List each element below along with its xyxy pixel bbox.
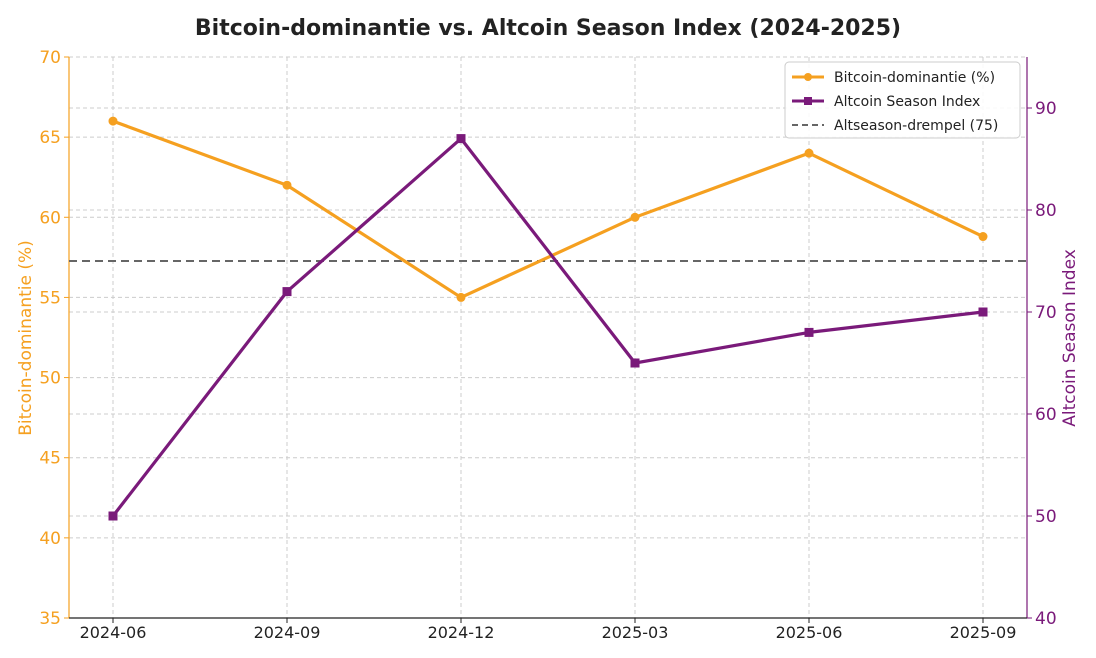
grid: [69, 56, 1027, 618]
series-line: [112, 119, 984, 300]
y-tick-label-right: 60: [1035, 405, 1057, 425]
data-point-square: [978, 307, 988, 317]
series-line: [111, 137, 984, 517]
data-point-circle: [630, 212, 640, 222]
legend-label: Altcoin Season Index: [834, 94, 980, 110]
y-tick-label-left: 60: [39, 208, 61, 228]
legend-box: [784, 61, 1021, 139]
y-tick-label-left: 35: [39, 609, 61, 629]
y-axis-label-right: Altcoin Season Index: [1060, 249, 1080, 427]
series: [108, 116, 988, 521]
y-axis-label-left: Bitcoin-dominantie (%): [16, 240, 36, 436]
y-tick-label-right: 90: [1035, 99, 1057, 119]
y-tick-label-left: 70: [39, 48, 61, 68]
legend-label: Bitcoin-dominantie (%): [834, 70, 995, 86]
data-point-square: [282, 287, 292, 297]
x-tick-label: 2024-12: [428, 623, 495, 642]
legend: Bitcoin-dominantie (%) Altcoin Season Ind…: [784, 61, 1021, 139]
data-point-circle: [108, 116, 118, 126]
legend-marker-circle: [804, 73, 812, 81]
data-point-square: [108, 511, 118, 521]
data-point-square: [804, 327, 814, 337]
legend-marker-square: [804, 97, 812, 105]
x-tick-label: 2025-03: [602, 623, 669, 642]
data-point-square: [630, 358, 640, 368]
chart-title: Bitcoin-dominantie vs. Altcoin Season In…: [195, 16, 901, 41]
y-tick-label-left: 40: [39, 529, 61, 549]
axes: 35 40 45 50 55 60 65 70 40 50 60 70 80 90 2024-06 2024-…: [39, 48, 1056, 642]
data-point-circle: [978, 232, 988, 242]
y-tick-label-left: 50: [39, 369, 61, 389]
data-point-circle: [804, 148, 814, 158]
y-tick-label-right: 80: [1035, 201, 1057, 221]
x-tick-label: 2025-06: [776, 623, 843, 642]
y-tick-label-right: 50: [1035, 507, 1057, 527]
y-tick-label-left: 45: [39, 449, 61, 469]
x-tick-label: 2025-09: [950, 623, 1017, 642]
y-tick-label-right: 70: [1035, 303, 1057, 323]
data-point-circle: [456, 292, 466, 302]
x-tick-label: 2024-06: [80, 623, 147, 642]
legend-label: Altseason-drempel (75): [834, 118, 998, 134]
data-point-square: [456, 134, 466, 144]
data-point-circle: [282, 180, 292, 190]
y-tick-label-left: 65: [39, 128, 61, 148]
y-tick-label-right: 40: [1035, 609, 1057, 629]
y-tick-label-left: 55: [39, 288, 61, 308]
x-tick-label: 2024-09: [254, 623, 321, 642]
